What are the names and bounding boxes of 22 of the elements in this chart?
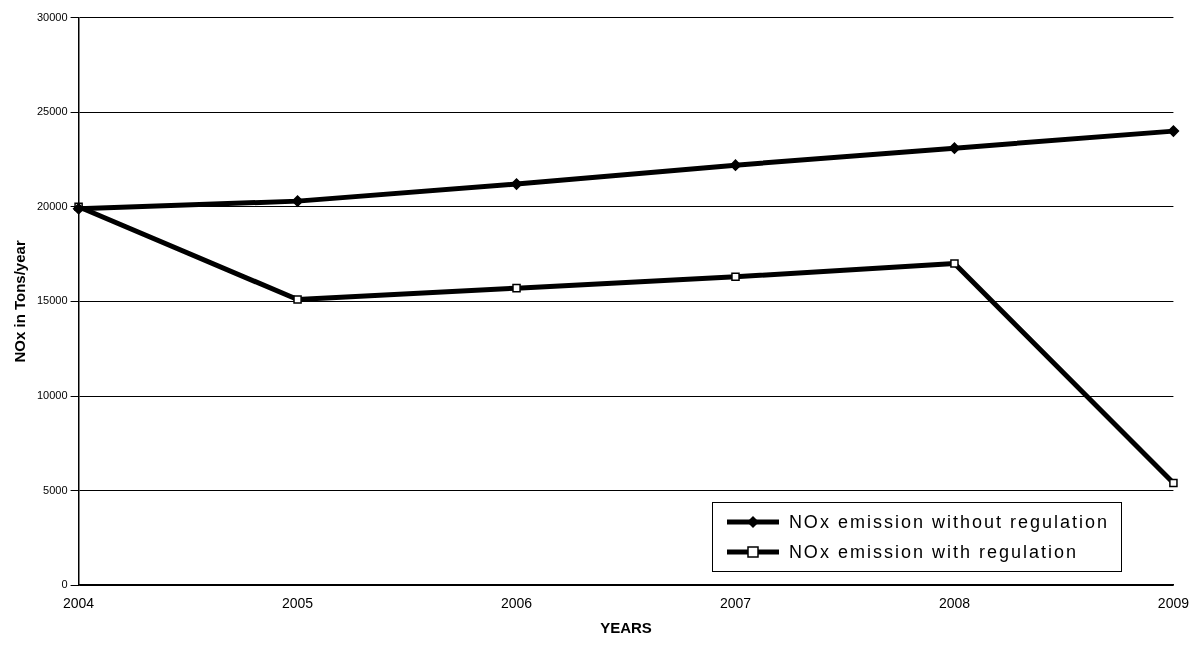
x-tick-label: 2009 — [1157, 595, 1190, 612]
x-tick-label: 2005 — [281, 595, 314, 612]
x-tick-label: 2006 — [500, 595, 533, 612]
point — [293, 295, 302, 304]
point — [512, 283, 521, 293]
y-tick-label: 10000 — [36, 389, 68, 402]
x-tick-label: 2008 — [938, 595, 971, 612]
x-axis-title: YEARS — [600, 619, 652, 637]
y-axis-title: NOx in Tons/year — [11, 240, 29, 363]
legend-label: NOx emission with regulation — [788, 541, 1078, 564]
y-tick-label: 20000 — [36, 199, 68, 212]
point — [731, 272, 740, 282]
y-tick-label: 15000 — [36, 294, 68, 307]
x-tick-label: 2004 — [63, 595, 95, 612]
y-tick-label: 5000 — [43, 483, 68, 496]
legend-label: NOx emission without regulation — [788, 511, 1109, 534]
y-tick-label: 25000 — [36, 105, 68, 118]
point — [950, 259, 959, 268]
x-tick-label: 2007 — [719, 595, 752, 612]
y-tick-label: 30000 — [36, 10, 68, 23]
point — [1169, 478, 1178, 488]
y-tick-label: 0 — [61, 578, 68, 591]
